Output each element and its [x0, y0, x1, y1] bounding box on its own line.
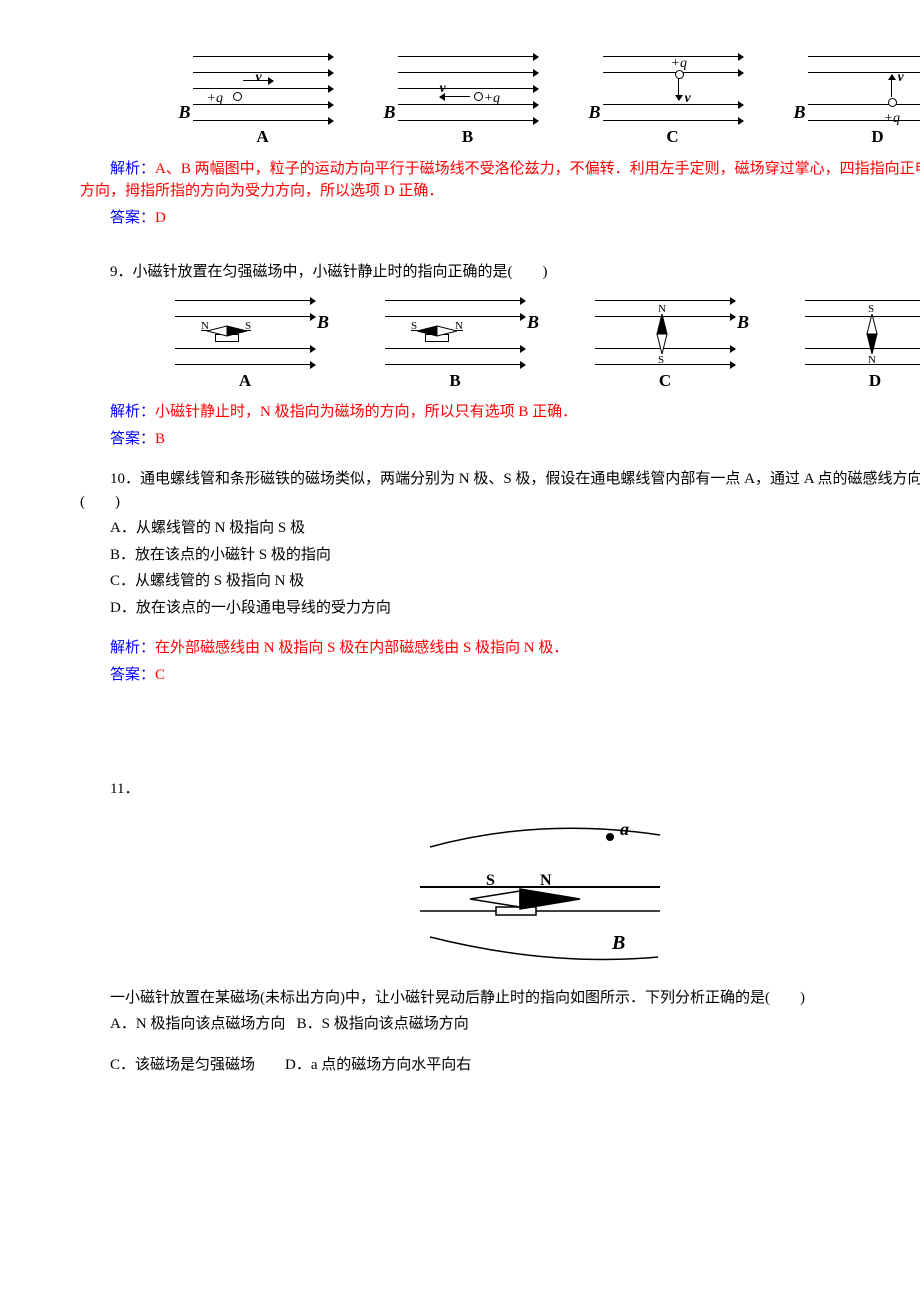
q8-a-letter: A [188, 124, 338, 150]
q8-b-qlabel: +q [484, 88, 500, 109]
q9-b-field: S N B [385, 294, 525, 364]
q11-optsAB: A．N 极指向该点磁场方向 B．S 极指向该点磁场方向 [80, 1013, 920, 1036]
q8-d-qlabel: +q [884, 108, 900, 129]
q10-stem: 10．通电螺线管和条形磁铁的磁场类似，两端分别为 N 极、S 极，假设在通电螺线… [80, 468, 920, 513]
q9-b-Blabel: B [527, 309, 539, 336]
q10-optD: D．放在该点的一小段通电导线的受力方向 [80, 597, 920, 620]
q10-optC: C．从螺线管的 S 极指向 N 极 [80, 570, 920, 593]
q8-b-vlabel: v [440, 78, 446, 99]
q8-a-Blabel: B [179, 99, 191, 126]
q8-answer-line: 答案：D [80, 207, 920, 230]
s-label: S [411, 318, 417, 335]
q9-d-letter: D [800, 368, 920, 394]
n-label: N [201, 318, 209, 335]
q9-a-field: N S B [175, 294, 315, 364]
q11-a-label: a [620, 819, 629, 839]
q9-panel-b: S N B B [380, 294, 530, 394]
q11-optD: D．a 点的磁场方向水平向右 [285, 1057, 471, 1073]
q9-explain-text: 小磁针静止时，N 极指向为磁场的方向，所以只有选项 B 正确． [155, 404, 577, 420]
explain-label: 解析： [110, 404, 155, 420]
q11-optA: A．N 极指向该点磁场方向 [110, 1016, 285, 1032]
q11-S: S [486, 872, 495, 889]
q8-c-field: +q v B [603, 50, 743, 120]
s-label: S [245, 318, 251, 335]
q9-a-letter: A [170, 368, 320, 394]
q11-optB: B．S 极指向该点磁场方向 [297, 1016, 469, 1032]
v-arrow-icon [891, 75, 892, 97]
q9-answer: B [155, 431, 165, 447]
q11-figure: a S N B [400, 807, 680, 977]
q8-c-Blabel: B [589, 99, 601, 126]
n-label: N [658, 301, 666, 318]
answer-label: 答案： [110, 210, 155, 226]
compass-needle-icon [865, 314, 879, 354]
q8-answer: D [155, 210, 166, 226]
s-label: S [868, 301, 874, 318]
q10-optB: B．放在该点的小磁针 S 极的指向 [80, 544, 920, 567]
q8-b-field: +q v B [398, 50, 538, 120]
q9-c-letter: C [590, 368, 740, 394]
q8-d-field: +q v B [808, 50, 920, 120]
q10-answer: C [155, 667, 165, 683]
q8-c-letter: C [598, 124, 748, 150]
compass-needle-icon [207, 324, 247, 338]
q10-answer-line: 答案：C [80, 664, 920, 687]
n-label: N [455, 318, 463, 335]
v-arrow-icon [678, 78, 679, 100]
charge-icon [233, 92, 242, 101]
q8-panel-c: +q v B C [598, 50, 748, 150]
q9-panel-c: N S B C [590, 294, 740, 394]
q11-N: N [540, 872, 552, 889]
q9-explanation: 解析：小磁针静止时，N 极指向为磁场的方向，所以只有选项 B 正确． [80, 401, 920, 424]
q10-explanation: 解析：在外部磁感线由 N 极指向 S 极在内部磁感线由 S 极指向 N 极． [80, 637, 920, 660]
q9-panel-d: S N B D [800, 294, 920, 394]
q8-panel-d: +q v B D [803, 50, 920, 150]
compass-needle-icon [655, 314, 669, 354]
q9-stem: 9．小磁针放置在匀强磁场中，小磁针静止时的指向正确的是( ) [80, 261, 920, 284]
q8-a-qlabel: +q [207, 88, 223, 109]
q8-c-qlabel: +q [671, 53, 687, 74]
q8-explanation: 解析：A、B 两幅图中，粒子的运动方向平行于磁场线不受洛伦兹力，不偏转．利用左手… [80, 158, 920, 203]
q8-a-field: +q v B [193, 50, 333, 120]
q11-B: B [611, 932, 625, 954]
q8-d-letter: D [803, 124, 920, 150]
q8-a-vlabel: v [256, 67, 262, 88]
compass-needle-icon [417, 324, 457, 338]
charge-icon [474, 92, 483, 101]
q8-d-Blabel: B [794, 99, 806, 126]
q11-prefix: 11． [80, 778, 920, 801]
answer-label: 答案： [110, 667, 155, 683]
q11-optC: C．该磁场是匀强磁场 [110, 1057, 255, 1073]
s-label: S [658, 352, 664, 369]
q8-d-vlabel: v [898, 67, 904, 88]
explain-label: 解析： [110, 161, 155, 177]
q9-a-Blabel: B [317, 309, 329, 336]
charge-icon [888, 98, 897, 107]
q8-panel-b: +q v B B [393, 50, 543, 150]
q9-c-field: N S B [595, 294, 735, 364]
q8-panel-a: +q v B A [188, 50, 338, 150]
q9-c-Blabel: B [737, 309, 749, 336]
q11-optsCD: C．该磁场是匀强磁场 D．a 点的磁场方向水平向右 [80, 1054, 920, 1077]
q9-b-letter: B [380, 368, 530, 394]
q9-d-field: S N B [805, 294, 920, 364]
q8-explain-text: A、B 两幅图中，粒子的运动方向平行于磁场线不受洛伦兹力，不偏转．利用左手定则，… [80, 161, 920, 200]
q10-optA: A．从螺线管的 N 极指向 S 极 [80, 517, 920, 540]
q10-explain-text: 在外部磁感线由 N 极指向 S 极在内部磁感线由 S 极指向 N 极． [155, 640, 568, 656]
q8-b-letter: B [393, 124, 543, 150]
q9-figure-row: N S B A S N B B [140, 294, 920, 394]
q9-answer-line: 答案：B [80, 428, 920, 451]
q11-stem: 一小磁针放置在某磁场(未标出方向)中，让小磁针晃动后静止时的指向如图所示．下列分… [80, 987, 920, 1010]
q8-c-vlabel: v [685, 88, 691, 109]
q8-figure-row: +q v B A +q v B B +q [160, 50, 920, 150]
answer-label: 答案： [110, 431, 155, 447]
q9-panel-a: N S B A [170, 294, 320, 394]
explain-label: 解析： [110, 640, 155, 656]
q8-b-Blabel: B [384, 99, 396, 126]
n-label: N [868, 352, 876, 369]
